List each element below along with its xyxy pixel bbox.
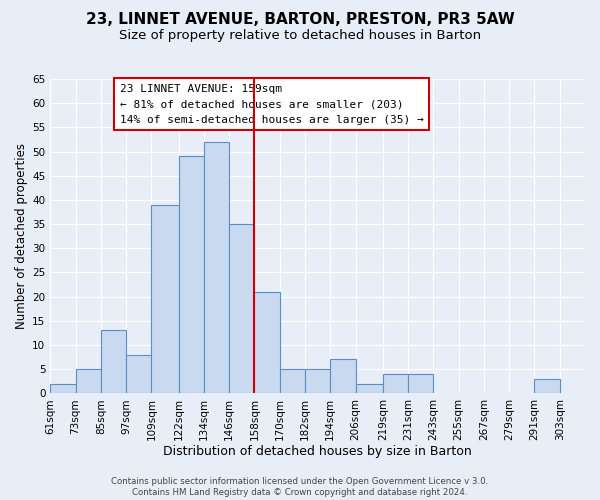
Bar	[383, 374, 408, 394]
Text: 23 LINNET AVENUE: 159sqm
← 81% of detached houses are smaller (203)
14% of semi-: 23 LINNET AVENUE: 159sqm ← 81% of detach…	[120, 84, 424, 125]
Bar	[330, 360, 356, 394]
Bar	[76, 369, 101, 394]
Bar	[408, 374, 433, 394]
Bar	[254, 292, 280, 394]
Bar	[229, 224, 254, 394]
Text: 23, LINNET AVENUE, BARTON, PRESTON, PR3 5AW: 23, LINNET AVENUE, BARTON, PRESTON, PR3 …	[86, 12, 514, 28]
Text: Contains HM Land Registry data © Crown copyright and database right 2024.: Contains HM Land Registry data © Crown c…	[132, 488, 468, 497]
Y-axis label: Number of detached properties: Number of detached properties	[15, 143, 28, 329]
Bar	[280, 369, 305, 394]
Bar	[204, 142, 229, 394]
Text: Contains public sector information licensed under the Open Government Licence v : Contains public sector information licen…	[112, 477, 488, 486]
Bar	[50, 384, 76, 394]
X-axis label: Distribution of detached houses by size in Barton: Distribution of detached houses by size …	[163, 444, 472, 458]
Text: Size of property relative to detached houses in Barton: Size of property relative to detached ho…	[119, 29, 481, 42]
Bar	[126, 354, 151, 394]
Bar	[179, 156, 204, 394]
Bar	[356, 384, 383, 394]
Bar	[151, 204, 179, 394]
Bar	[101, 330, 126, 394]
Bar	[535, 379, 560, 394]
Bar	[305, 369, 330, 394]
